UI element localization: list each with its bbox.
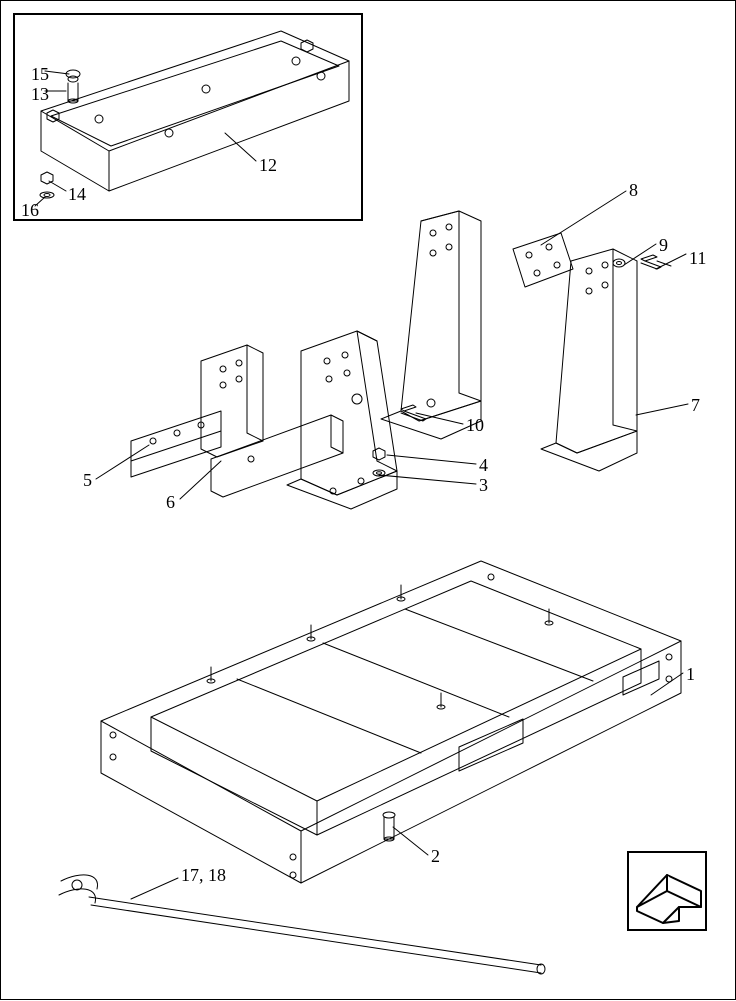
callout-1: 1 xyxy=(686,665,695,683)
callout-4: 4 xyxy=(479,456,488,474)
inset-tray xyxy=(40,31,349,198)
callout-16: 16 xyxy=(21,201,39,219)
diagram-page: 1 2 3 4 5 6 7 8 9 10 11 12 13 14 15 16 1… xyxy=(0,0,736,1000)
mid-bracket-assembly xyxy=(131,331,426,509)
callout-9: 9 xyxy=(659,236,668,254)
callout-2: 2 xyxy=(431,847,440,865)
callout-11: 11 xyxy=(689,249,706,267)
callout-8: 8 xyxy=(629,181,638,199)
callout-12: 12 xyxy=(259,156,277,174)
callout-3: 3 xyxy=(479,476,488,494)
callout-13: 13 xyxy=(31,85,49,103)
callout-6: 6 xyxy=(166,493,175,511)
callout-17-18: 17, 18 xyxy=(181,866,226,884)
callout-15: 15 xyxy=(31,65,49,83)
upright-brackets xyxy=(381,211,671,471)
callout-7: 7 xyxy=(691,396,700,414)
callout-14: 14 xyxy=(68,185,86,203)
callout-10: 10 xyxy=(466,416,484,434)
callout-5: 5 xyxy=(83,471,92,489)
direction-arrow-icon xyxy=(637,875,701,923)
ground-cable xyxy=(59,875,545,974)
lower-frame xyxy=(101,561,681,883)
technical-drawing xyxy=(1,1,736,1001)
